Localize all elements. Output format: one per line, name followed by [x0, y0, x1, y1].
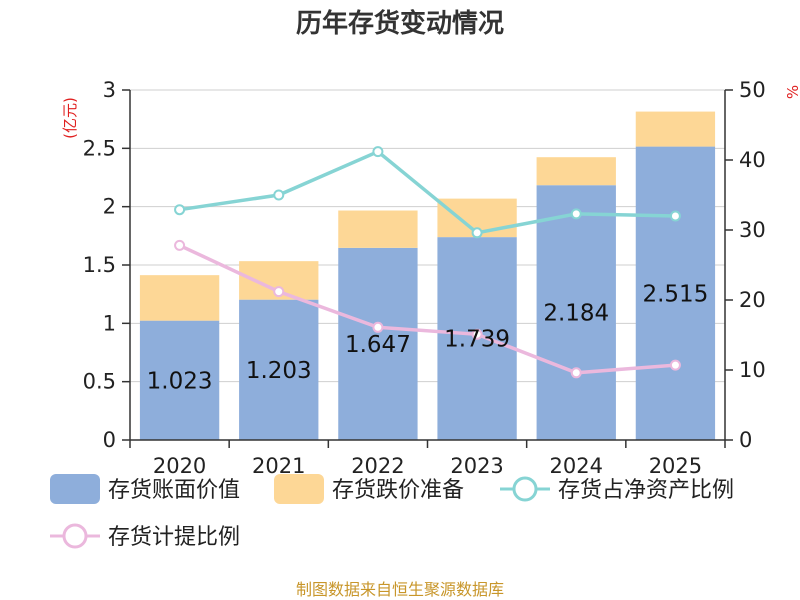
chart-title: 历年存货变动情况: [296, 8, 504, 39]
bar-value-label: 1.647: [345, 332, 411, 358]
bar-book-value: [635, 146, 716, 441]
bar-impairment: [635, 111, 716, 147]
left-axis-tick-label: 2: [103, 195, 116, 219]
right-axis-unit: %: [784, 85, 800, 99]
legend-marker-net-asset-ratio: [512, 476, 538, 502]
x-axis-tick-label: 2020: [153, 454, 206, 478]
left-axis-tick-label: 1.5: [83, 253, 116, 277]
point-provision-ratio: [174, 239, 186, 251]
left-axis-tick-label: 2.5: [83, 136, 116, 160]
legend-swatch-book-value: [50, 474, 100, 504]
gridlines: [130, 89, 725, 441]
right-axis-tick-label: 10: [739, 358, 766, 382]
right-axis-tick-label: 0: [739, 428, 752, 452]
legend-swatch-impairment: [274, 474, 324, 504]
right-axis-tick-label: 20: [739, 288, 766, 312]
left-axis-tick-label: 0.5: [83, 370, 116, 394]
bar-book-value: [536, 185, 616, 440]
point-net-asset-ratio: [273, 189, 285, 201]
bar-value-label: 1.203: [246, 358, 312, 384]
point-provision-ratio: [570, 367, 582, 379]
legend-label-book-value: 存货账面价值: [108, 478, 240, 503]
legend: 存货账面价值 存货跌价准备 存货占净资产比例 存货计提比例: [50, 474, 734, 550]
line-provision-ratio: [178, 243, 676, 375]
left-axis-tick-label: 3: [103, 78, 116, 102]
left-axis-tick-label: 1: [103, 311, 116, 335]
right-axis-tick-label: 50: [739, 78, 766, 102]
legend-label-net-asset-ratio: 存货占净资产比例: [558, 478, 734, 503]
bar-value-label: 1.023: [147, 368, 213, 394]
point-net-asset-ratio: [174, 204, 186, 216]
legend-marker-provision-ratio: [62, 523, 88, 549]
x-axis-tick-label: 2024: [550, 454, 603, 478]
left-axis-unit: (亿元): [61, 97, 79, 139]
bar-impairment: [139, 275, 220, 321]
point-net-asset-ratio: [471, 227, 483, 239]
legend-label-provision-ratio: 存货计提比例: [108, 525, 240, 550]
bar-book-value: [338, 247, 418, 440]
bar-value-label: 2.515: [642, 281, 708, 307]
line-net-asset-ratio: [179, 149, 676, 235]
left-axis-tick-label: 0: [103, 428, 116, 452]
point-net-asset-ratio: [669, 210, 681, 222]
point-provision-ratio: [273, 286, 285, 298]
bar-value-label: 1.739: [444, 327, 510, 353]
source-note: 制图数据来自恒生聚源数据库: [296, 580, 504, 599]
x-axis-tick-label: 2023: [450, 454, 503, 478]
x-axis-tick-label: 2022: [351, 454, 404, 478]
bar-book-value: [239, 299, 319, 440]
legend-label-impairment: 存货跌价准备: [332, 478, 464, 503]
right-axis-tick-label: 40: [739, 148, 766, 172]
bar-impairment: [338, 210, 418, 248]
point-net-asset-ratio: [372, 146, 384, 158]
point-net-asset-ratio: [570, 208, 582, 220]
point-provision-ratio: [372, 321, 384, 333]
bar-value-label: 2.184: [543, 301, 609, 327]
point-provision-ratio: [669, 359, 681, 371]
bars-group: [139, 111, 716, 441]
bar-book-value: [139, 320, 220, 440]
right-axis-tick-label: 30: [739, 218, 766, 242]
lines-group: 1.023 1.203 1.647 1.739 2.184 2.515: [147, 146, 708, 394]
point-provision-ratio: [471, 328, 483, 340]
x-axis-tick-label: 2025: [649, 454, 702, 478]
bar-impairment: [536, 157, 616, 186]
